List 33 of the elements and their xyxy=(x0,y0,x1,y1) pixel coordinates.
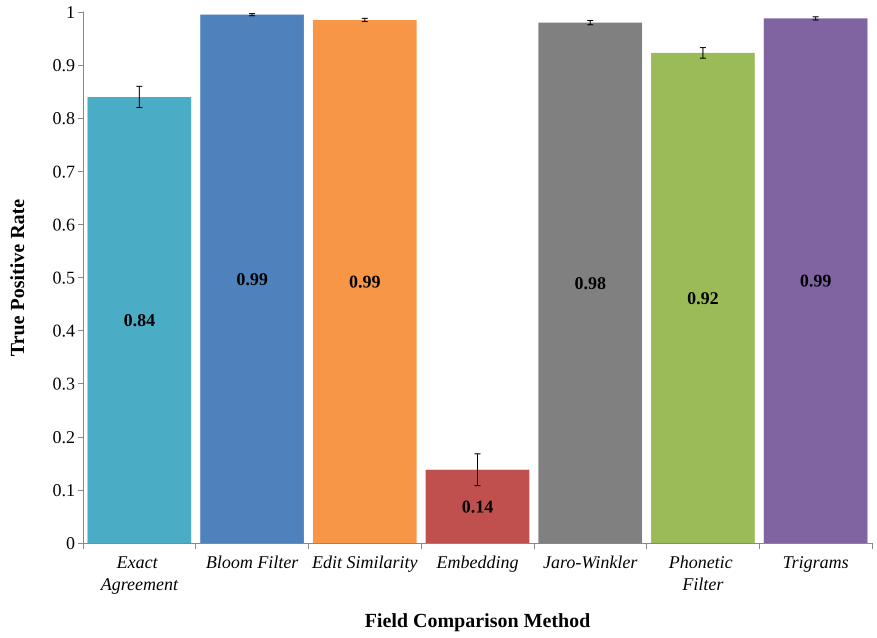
data-label: 0.99 xyxy=(236,268,268,289)
y-tick-label: 0.4 xyxy=(52,320,75,341)
y-tick-label: 1 xyxy=(66,2,75,22)
x-tick-label: Phonetic Filter xyxy=(668,552,738,594)
bar xyxy=(764,18,868,543)
x-axis-title: Field Comparison Method xyxy=(364,610,590,632)
data-label: 0.14 xyxy=(462,496,494,516)
x-tick-label: Edit Similarity xyxy=(311,552,418,572)
bar xyxy=(312,20,417,543)
y-axis-title: True Positive Rate xyxy=(7,198,29,356)
y-tick-label: 0.9 xyxy=(52,55,75,76)
y-tick-label: 0.5 xyxy=(52,268,75,288)
data-label: 0.99 xyxy=(800,270,832,291)
x-tick-label: Exact Agreement xyxy=(100,552,179,594)
y-tick-label: 0.8 xyxy=(52,108,75,128)
data-label: 0.92 xyxy=(687,288,719,308)
y-tick-label: 0 xyxy=(66,533,75,553)
y-tick-label: 0.7 xyxy=(52,161,75,182)
x-tick-label: Embedding xyxy=(436,552,518,572)
bar xyxy=(651,52,755,543)
y-tick-label: 0.1 xyxy=(52,480,75,500)
x-tick-label: Trigrams xyxy=(782,552,849,572)
bar xyxy=(88,96,192,543)
data-label: 0.99 xyxy=(349,271,381,292)
bar xyxy=(426,470,530,543)
x-tick-label: Bloom Filter xyxy=(206,552,300,572)
y-tick-label: 0.2 xyxy=(52,426,75,447)
x-tick-label: Jaro-Winkler xyxy=(543,552,638,572)
y-tick-label: 0.3 xyxy=(52,374,75,394)
data-label: 0.98 xyxy=(574,272,606,293)
bar xyxy=(200,14,304,543)
y-tick-label: 0.6 xyxy=(52,214,75,234)
data-label: 0.84 xyxy=(124,310,156,330)
